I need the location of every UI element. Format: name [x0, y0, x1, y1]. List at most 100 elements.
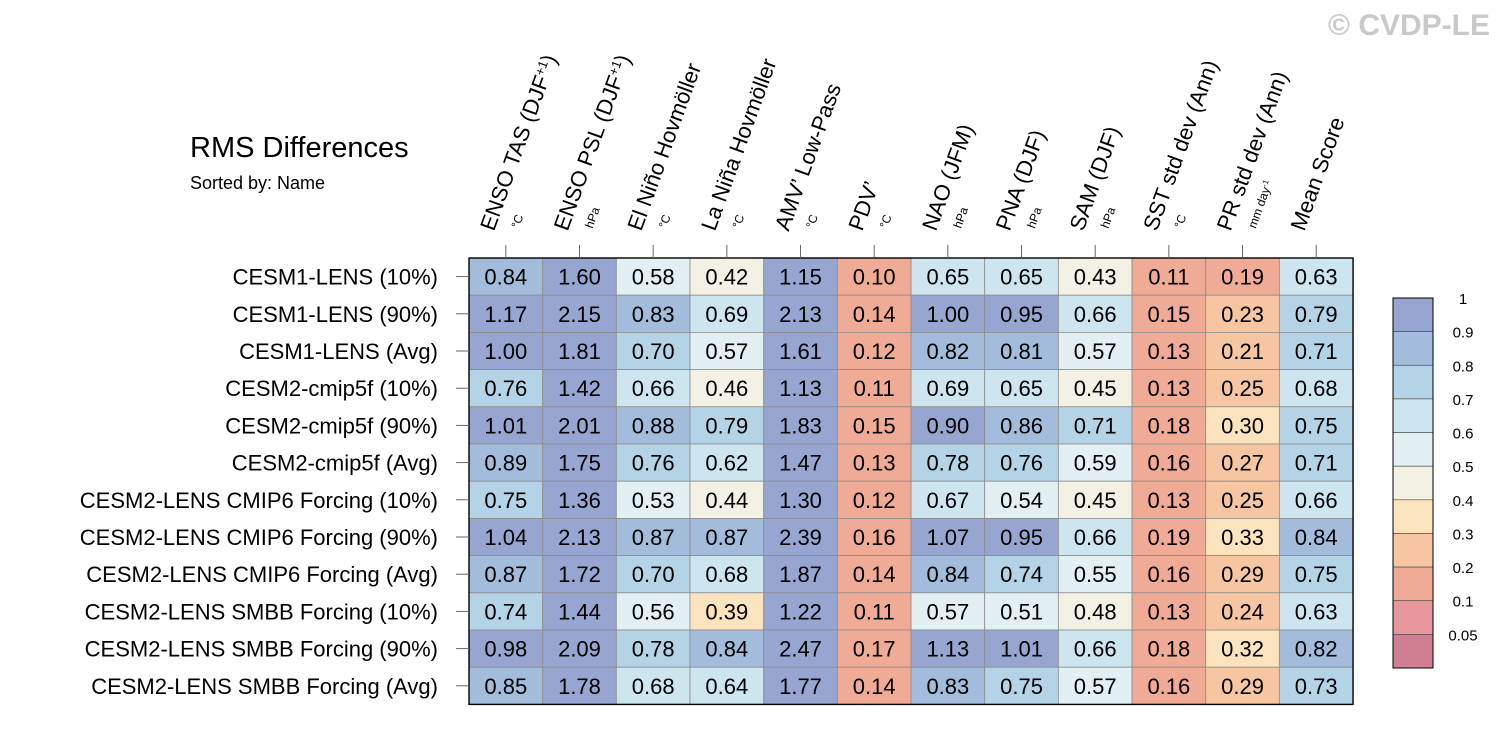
cell-value-label: 0.63 [1295, 265, 1338, 290]
row-labels: CESM1-LENS (10%) CESM1-LENS (90%) CESM1-LE… [80, 265, 469, 699]
cell-value-label: 1.44 [558, 599, 601, 624]
heatmap-cell [984, 294, 1059, 333]
row-label: CESM2-cmip5f (90%) [225, 413, 438, 438]
cell-value-label: 0.32 [1221, 637, 1264, 662]
cell-value-label: 2.09 [558, 637, 601, 662]
cell-value-label: 0.14 [853, 674, 896, 699]
chart-title: RMS Differences [190, 132, 409, 164]
cell-value-label: 1.36 [558, 488, 601, 513]
cell-value-label: 0.74 [484, 599, 527, 624]
cell-value-label: 0.70 [632, 339, 675, 364]
heatmap-cell [542, 257, 617, 296]
cell-value-label: 0.13 [853, 451, 896, 476]
heatmap-cell [763, 294, 838, 333]
cell-value-label: 1.01 [484, 413, 527, 438]
colorbar-tick-label: 0.7 [1453, 392, 1474, 409]
cell-value-label: 0.68 [1295, 376, 1338, 401]
column-labels: ENSO TAS (DJF+1)°C ENSO PSL (DJF+1)hPa El … [475, 51, 1349, 258]
cell-value-label: 0.65 [1000, 376, 1043, 401]
cell-value-label: 0.29 [1221, 674, 1264, 699]
colorbar-tick-label: 0.05 [1448, 627, 1477, 644]
column-label: SAM (DJF) [1064, 123, 1125, 234]
heatmap-cell [1131, 480, 1207, 519]
watermark: © CVDP-LE [1328, 9, 1490, 42]
cell-value-label: 0.15 [853, 413, 896, 438]
cell-value-label: 1.00 [484, 339, 527, 364]
cell-value-label: 1.17 [484, 302, 527, 327]
heatmap-cell [615, 629, 691, 668]
heatmap-cell [1057, 294, 1133, 333]
cell-value-label: 0.16 [1147, 451, 1190, 476]
cell-value-label: 0.57 [926, 599, 969, 624]
heatmap-cell [689, 480, 765, 519]
heatmap-cell [1278, 480, 1354, 519]
cell-value-label: 0.73 [1295, 674, 1338, 699]
column-unit-label: °C [508, 212, 526, 230]
heatmap-cell [468, 629, 544, 668]
cell-value-label: 1.75 [558, 451, 601, 476]
cell-value-label: 0.87 [484, 562, 527, 587]
cell-value-label: 0.57 [705, 339, 748, 364]
heatmap-cell [689, 331, 765, 370]
heatmap-cell [836, 480, 912, 519]
heatmap-cell [1205, 592, 1280, 631]
heatmap-cell [836, 443, 912, 482]
cell-value-label: 0.27 [1221, 451, 1264, 476]
heatmap-cell [984, 555, 1059, 594]
cell-value-label: 0.76 [484, 376, 527, 401]
cell-value-label: 0.21 [1221, 339, 1264, 364]
cell-value-label: 0.13 [1147, 376, 1190, 401]
cell-value-label: 0.71 [1295, 451, 1338, 476]
cell-value-label: 1.22 [779, 599, 822, 624]
cell-value-label: 0.95 [1000, 525, 1043, 550]
heatmap-cell [836, 406, 912, 445]
cell-value-label: 0.24 [1221, 599, 1264, 624]
column-label: El Niño Hovmöller [622, 60, 706, 234]
cell-value-label: 0.84 [1295, 525, 1338, 550]
cell-value-label: 0.53 [632, 488, 675, 513]
cell-value-label: 0.90 [926, 413, 969, 438]
heatmap-cell [1131, 443, 1207, 482]
heatmap-cell [615, 518, 691, 557]
heatmap-cell [468, 480, 544, 519]
heatmap-cell [1205, 555, 1280, 594]
cell-value-label: 1.00 [926, 302, 969, 327]
heatmap-cell [1205, 406, 1280, 445]
heatmap-cell [542, 666, 617, 705]
column-unit-label: hPa [582, 205, 603, 230]
cell-value-label: 0.87 [632, 525, 675, 550]
cell-value-label: 1.78 [558, 674, 601, 699]
cell-value-label: 0.82 [926, 339, 969, 364]
heatmap-cell [468, 406, 544, 445]
cell-value-label: 0.81 [1000, 339, 1043, 364]
colorbar-swatch [1392, 600, 1434, 635]
cell-value-label: 0.57 [1074, 339, 1117, 364]
cell-value-label: 0.68 [632, 674, 675, 699]
cell-value-label: 0.19 [1221, 265, 1264, 290]
cell-value-label: 0.71 [1074, 413, 1117, 438]
heatmap-cell [1205, 518, 1280, 557]
column-label: SST std dev (Ann) [1138, 57, 1223, 234]
cell-value-label: 1.15 [779, 265, 822, 290]
row-label: CESM1-LENS (Avg) [239, 339, 438, 364]
heatmap-cell [836, 257, 912, 296]
colorbar-tick-label: 0.3 [1453, 526, 1474, 543]
cell-value-label: 0.11 [1148, 265, 1189, 290]
heatmap-cell [984, 629, 1059, 668]
cell-value-label: 0.89 [484, 451, 527, 476]
cell-value-label: 0.64 [705, 674, 748, 699]
heatmap-cell [1278, 629, 1354, 668]
cell-value-label: 0.76 [632, 451, 675, 476]
heatmap-cell [1278, 592, 1354, 631]
heatmap-cell [836, 666, 912, 705]
cell-value-label: 0.39 [705, 599, 748, 624]
colorbar-swatch [1392, 533, 1434, 568]
cell-value-label: 2.15 [558, 302, 601, 327]
cell-value-label: 0.13 [1147, 339, 1190, 364]
cell-value-label: 0.51 [1000, 599, 1043, 624]
cell-value-label: 0.75 [1000, 674, 1043, 699]
cell-value-label: 0.78 [926, 451, 969, 476]
column-unit-label: hPa [1098, 205, 1119, 230]
cell-value-label: 0.14 [853, 562, 896, 587]
colorbar-swatch [1392, 297, 1434, 332]
